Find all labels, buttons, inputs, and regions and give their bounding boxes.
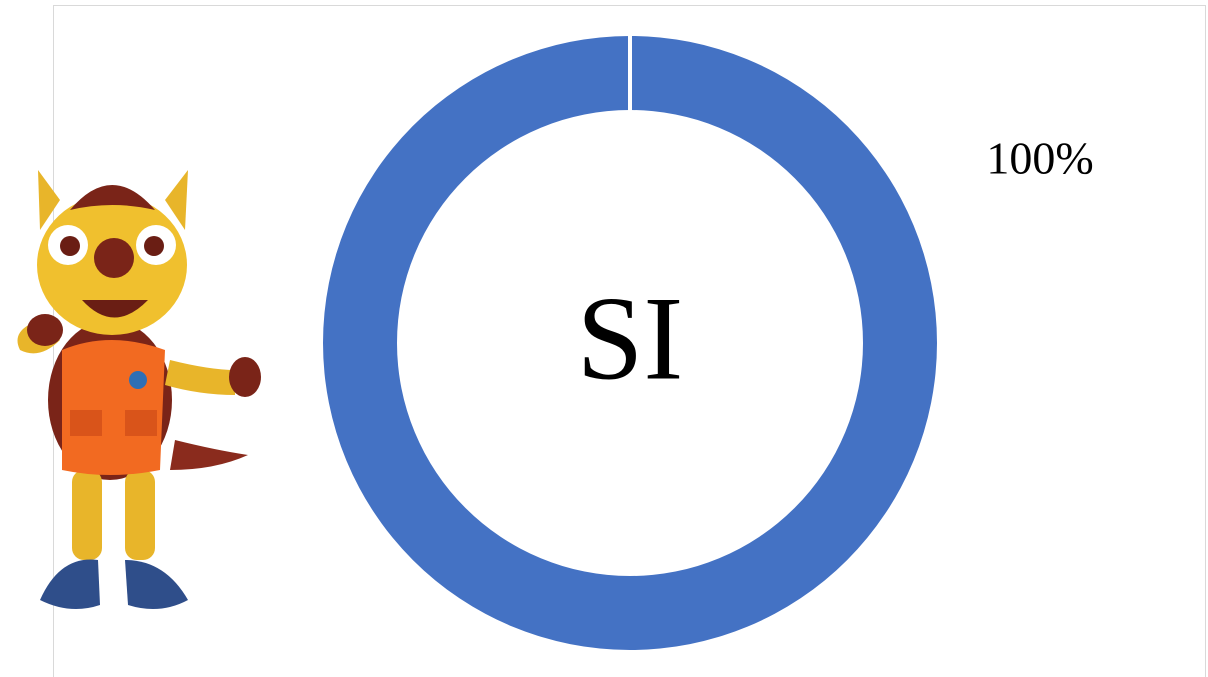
center-label: SI xyxy=(577,272,684,405)
data-label: 100% xyxy=(986,133,1093,184)
chart-frame xyxy=(53,5,1206,677)
mascot xyxy=(17,170,261,609)
